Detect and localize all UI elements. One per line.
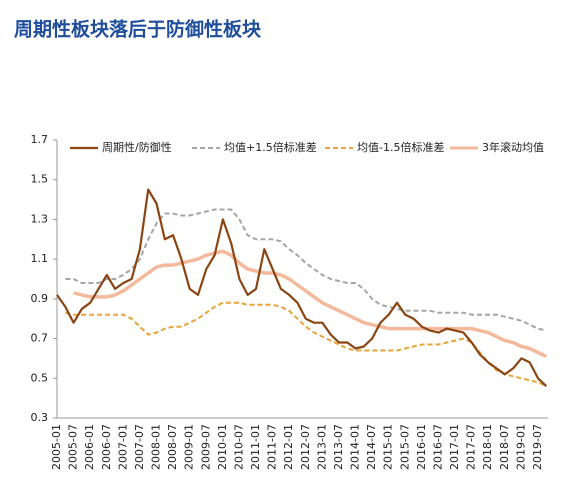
x-tick-label: 2008-01 [150, 424, 163, 470]
x-tick-label: 2007-07 [133, 424, 146, 470]
x-tick-label: 2013-01 [315, 424, 328, 470]
y-tick-label: 1.3 [31, 212, 49, 225]
series-line [65, 208, 547, 332]
x-tick-label: 2010-01 [216, 424, 229, 470]
x-tick-label: 2019-01 [514, 424, 527, 470]
x-tick-label: 2013-07 [332, 424, 345, 470]
y-tick-label: 0.9 [31, 292, 49, 305]
x-tick-label: 2011-01 [249, 424, 262, 470]
x-tick-label: 2015-07 [398, 424, 411, 470]
x-tick-label: 2008-07 [166, 424, 179, 470]
x-tick-label: 2012-07 [299, 424, 312, 470]
y-tick-label: 0.7 [31, 332, 49, 345]
x-tick-label: 2009-07 [199, 424, 212, 470]
series-line [56, 188, 548, 387]
x-tick-label: 2016-01 [415, 424, 428, 470]
x-tick-label: 2017-01 [448, 424, 461, 470]
legend-label: 均值+1.5倍标准差 [224, 140, 317, 154]
chart-title: 周期性板块落后于防御性板块 [14, 18, 262, 41]
legend-label: 周期性/防御性 [102, 140, 172, 154]
x-tick-label: 2017-07 [465, 424, 478, 470]
x-tick-label: 2010-07 [232, 424, 245, 470]
y-tick-label: 1.1 [31, 252, 49, 265]
x-tick-label: 2018-01 [481, 424, 494, 470]
x-tick-label: 2015-01 [382, 424, 395, 470]
x-tick-label: 2005-07 [67, 424, 80, 470]
legend-label: 3年滚动均值 [482, 140, 544, 154]
y-tick-label: 0.5 [31, 371, 49, 384]
x-tick-label: 2007-01 [116, 424, 129, 470]
x-tick-label: 2016-07 [431, 424, 444, 470]
x-tick-label: 2014-01 [349, 424, 362, 470]
series-line [73, 249, 548, 358]
x-tick-label: 2006-07 [100, 424, 113, 470]
x-tick-label: 2019-07 [531, 424, 544, 470]
y-tick-label: 0.3 [31, 411, 49, 424]
x-tick-label: 2012-01 [282, 424, 295, 470]
x-tick-label: 2011-07 [266, 424, 279, 470]
x-tick-label: 2018-07 [498, 424, 511, 470]
x-tick-label: 2006-01 [83, 424, 96, 470]
y-tick-label: 1.5 [31, 173, 49, 186]
legend-label: 均值-1.5倍标准差 [357, 140, 444, 154]
y-tick-label: 1.7 [31, 133, 49, 146]
x-tick-label: 2014-07 [365, 424, 378, 470]
x-tick-label: 2009-01 [183, 424, 196, 470]
x-tick-label: 2005-01 [50, 424, 63, 470]
